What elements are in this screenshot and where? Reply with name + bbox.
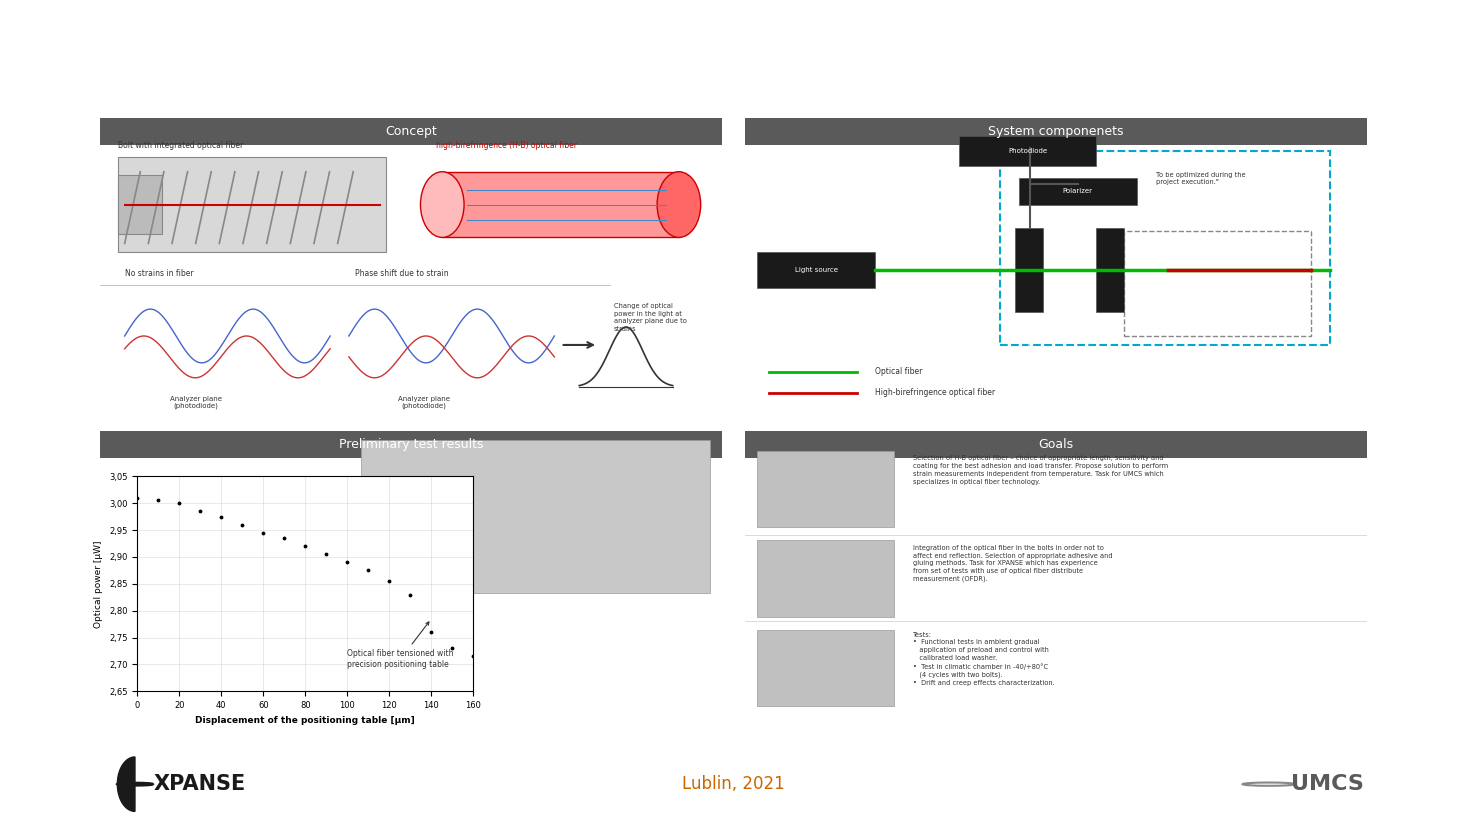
Text: High-birefringence optical fiber: High-birefringence optical fiber xyxy=(876,389,996,397)
Bar xyxy=(361,441,710,592)
Text: Preliminary test results: Preliminary test results xyxy=(339,438,484,451)
Text: Selection of H-B optical fiber – choice of appropriate length, sensitivity and
c: Selection of H-B optical fiber – choice … xyxy=(912,455,1168,484)
Text: high-birefringence (H-B) optical fiber: high-birefringence (H-B) optical fiber xyxy=(436,141,577,150)
Bar xyxy=(757,630,893,706)
Bar xyxy=(1018,177,1137,205)
Bar xyxy=(442,172,679,238)
X-axis label: Displacement of the positioning table [µm]: Displacement of the positioning table [µ… xyxy=(195,715,415,724)
Y-axis label: Optical power [µW]: Optical power [µW] xyxy=(94,540,103,628)
Text: Photodiode: Photodiode xyxy=(1008,148,1047,153)
Text: To be optimized during the
project execution.": To be optimized during the project execu… xyxy=(1156,172,1245,186)
Bar xyxy=(1124,232,1311,336)
Bar xyxy=(757,540,893,616)
Bar xyxy=(744,431,1367,459)
Text: Tests:
•  Functional tests in ambient gradual
   application of preload and cont: Tests: • Functional tests in ambient gra… xyxy=(912,632,1055,686)
Text: Analyzer plane
(photodiode): Analyzer plane (photodiode) xyxy=(398,396,449,409)
Bar xyxy=(757,252,876,288)
Text: Polarizer: Polarizer xyxy=(1027,339,1033,366)
Polygon shape xyxy=(117,757,135,812)
Text: System componenets: System componenets xyxy=(989,125,1124,138)
Bar xyxy=(744,118,1367,145)
Bar xyxy=(100,118,722,145)
Text: Change of optical
power in the light at
analyzer plane due to
strains: Change of optical power in the light at … xyxy=(613,303,687,332)
Bar xyxy=(959,136,1096,166)
Text: Optical fiber tensioned with
precision positioning table: Optical fiber tensioned with precision p… xyxy=(348,622,453,669)
Text: Integration of the optical fiber in the bolts in order not to
affect end reflect: Integration of the optical fiber in the … xyxy=(912,545,1112,582)
Text: Goals: Goals xyxy=(1039,438,1074,451)
Bar xyxy=(100,431,722,459)
Text: Beam splitter: Beam splitter xyxy=(1108,339,1113,381)
Bar xyxy=(757,451,893,527)
Text: XPANSE: XPANSE xyxy=(154,774,246,794)
Bar xyxy=(119,175,161,234)
Bar xyxy=(1096,229,1124,312)
Text: Concept: Concept xyxy=(386,125,437,138)
Text: Analyzer plane
(photodiode): Analyzer plane (photodiode) xyxy=(170,396,223,409)
Ellipse shape xyxy=(657,172,701,238)
Text: No strains in fiber: No strains in fiber xyxy=(125,269,194,278)
Text: Phase shift due to strain: Phase shift due to strain xyxy=(355,269,449,278)
Bar xyxy=(1015,229,1043,312)
Text: Simple Fiber-Optic Strain sensor based on phase measurement for monitoring prelo: Simple Fiber-Optic Strain sensor based o… xyxy=(283,30,1184,77)
Text: Lublin, 2021: Lublin, 2021 xyxy=(682,776,785,793)
Text: Optical fiber: Optical fiber xyxy=(876,367,923,376)
Text: Polarizer: Polarizer xyxy=(1062,188,1093,194)
Text: UMCS: UMCS xyxy=(1291,774,1364,794)
Ellipse shape xyxy=(421,172,464,238)
Bar xyxy=(1000,151,1331,345)
Text: Bolt with integrated optical fiber: Bolt with integrated optical fiber xyxy=(119,141,244,150)
Bar xyxy=(119,157,386,252)
Text: Light source: Light source xyxy=(795,267,838,273)
